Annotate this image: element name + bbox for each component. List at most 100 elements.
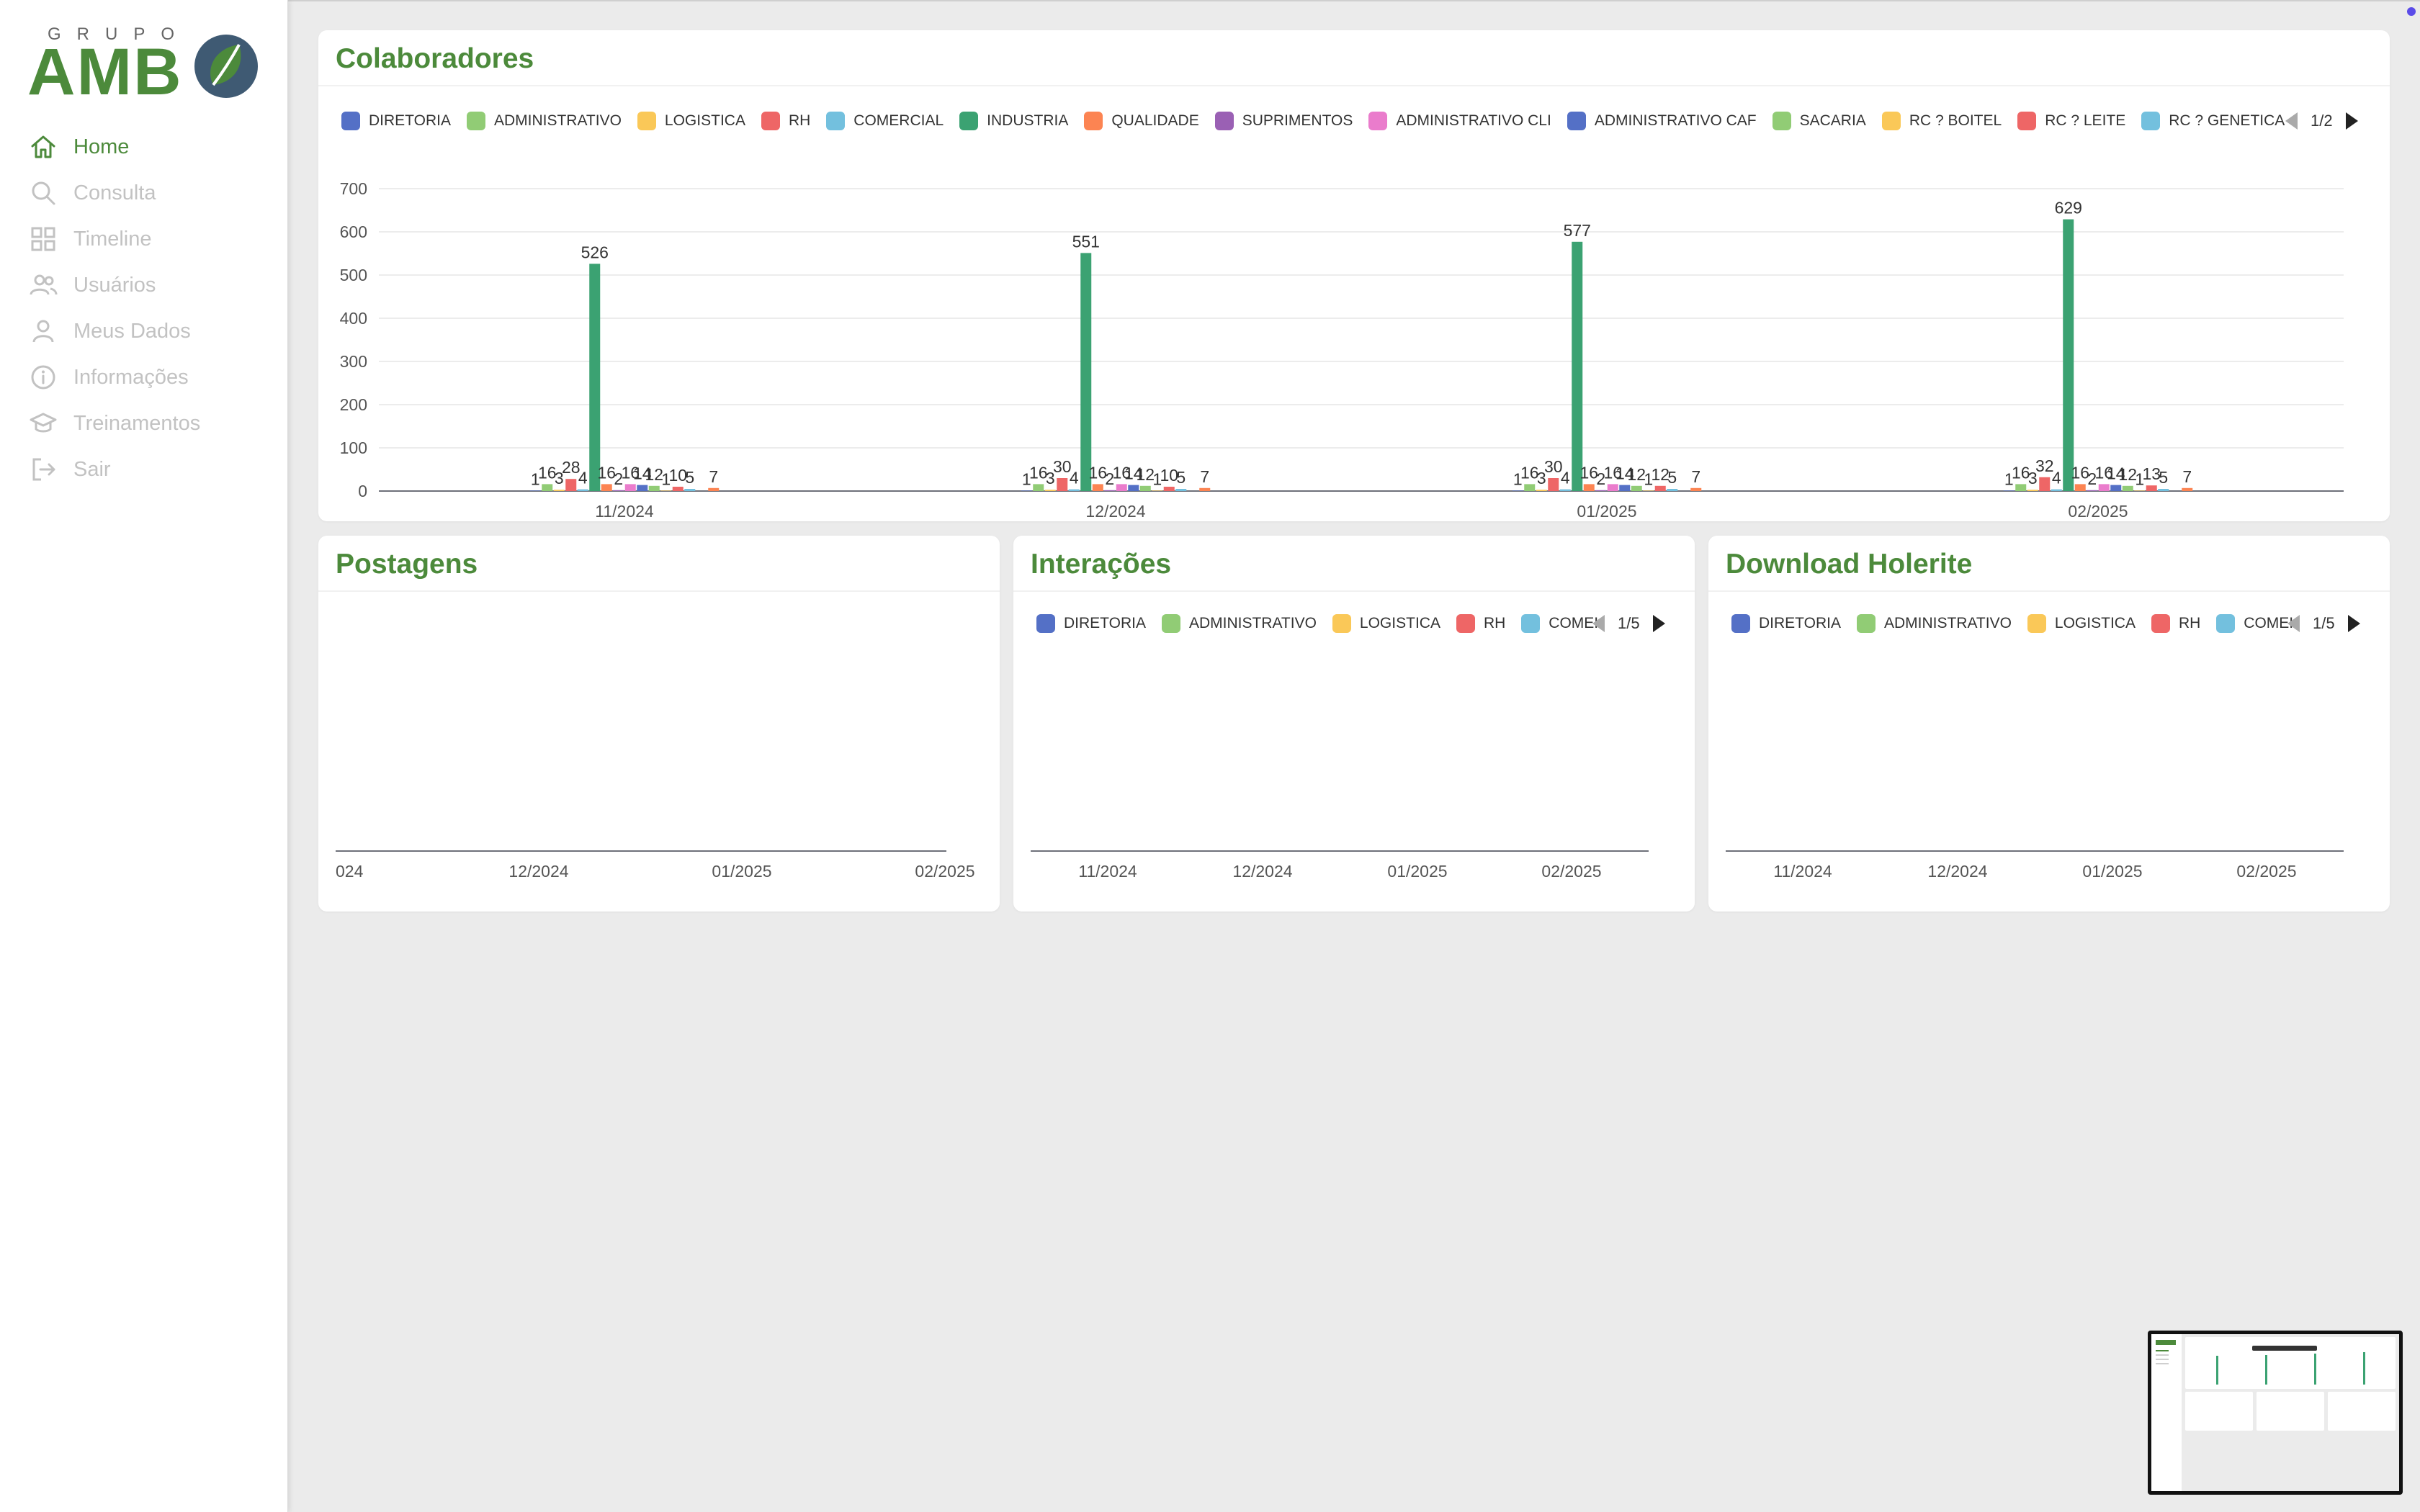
nav-label-consulta: Consulta	[73, 181, 156, 204]
screen-preview-thumbnail[interactable]	[2148, 1331, 2403, 1495]
bar	[2051, 489, 2062, 491]
bar-value-label: 3	[1537, 469, 1546, 487]
legend-label: DIRETORIA	[369, 112, 451, 129]
nav-item-informacoes[interactable]: Informações	[27, 354, 200, 400]
bar	[1619, 485, 1631, 491]
bar-value-label: 5	[2159, 468, 2168, 487]
bar	[1139, 485, 1151, 491]
legend-next-icon[interactable]	[2347, 615, 2360, 632]
legend-item[interactable]: SUPRIMENTOS	[1214, 112, 1353, 130]
postagens-card: Postagens 024 12/2024 01/2025 02/2025	[318, 536, 1000, 912]
legend-item[interactable]: RH	[2151, 614, 2200, 633]
legend-label: LOGISTICA	[664, 112, 745, 129]
bar-value-label: 526	[581, 243, 609, 261]
legend-swatch	[1214, 112, 1234, 130]
legend-item[interactable]: DIRETORIA	[1731, 614, 1841, 633]
bar-value-label: 3	[2028, 469, 2038, 487]
legend-item[interactable]: SACARIA	[1772, 112, 1866, 130]
legend-prev-icon[interactable]	[1592, 615, 1605, 632]
nav-item-treinamentos[interactable]: Treinamentos	[27, 400, 200, 446]
legend-item[interactable]: LOGISTICA	[2027, 614, 2136, 633]
nav-item-sair[interactable]: Sair	[27, 446, 200, 492]
legend-swatch	[1881, 112, 1901, 130]
bar-value-label: 5	[1667, 468, 1677, 487]
interacoes-legend: DIRETORIA ADMINISTRATIVO LOGISTICA RH COMEI	[1036, 609, 1598, 638]
bar	[1643, 490, 1654, 491]
interacoes-title: Interações	[1031, 549, 1172, 580]
nav-item-usuarios[interactable]: Usuários	[27, 262, 200, 308]
nav-label-informacoes: Informações	[73, 365, 189, 389]
legend-item[interactable]: RH	[1456, 614, 1505, 633]
logo-name: AMB	[27, 35, 183, 109]
legend-next-icon[interactable]	[2345, 112, 2358, 130]
legend-item[interactable]: DIRETORIA	[341, 112, 451, 130]
legend-item[interactable]: COMEI	[1521, 614, 1598, 633]
legend-label: INDUSTRIA	[987, 112, 1069, 129]
bar	[529, 490, 541, 491]
interacoes-axis: 11/2024 12/2024 01/2025 02/2025	[1031, 850, 1649, 881]
legend-swatch	[2151, 614, 2170, 633]
bar	[2122, 485, 2133, 491]
info-icon	[27, 361, 59, 393]
legend-label: QUALIDADE	[1111, 112, 1199, 129]
legend-label: SUPRIMENTOS	[1242, 112, 1353, 129]
x-tick-label: 11/2024	[1773, 862, 1832, 881]
nav-item-consulta[interactable]: Consulta	[27, 170, 200, 216]
legend-item[interactable]: ADMINISTRATIVO CAF	[1567, 112, 1757, 130]
bar	[1199, 487, 1211, 491]
legend-item[interactable]: RC ? GENETICA	[2141, 112, 2285, 130]
bar-value-label: 5	[685, 468, 694, 487]
y-tick-label: 100	[340, 438, 367, 457]
bar	[2003, 490, 2015, 491]
legend-item[interactable]: ADMINISTRATIVO CLI	[1368, 112, 1551, 130]
x-tick-label: 01/2025	[712, 862, 771, 881]
main-nav: Home Consulta Timeline Usuários Meus Dad…	[27, 124, 200, 492]
y-tick-label: 500	[340, 266, 367, 284]
legend-prev-icon[interactable]	[2285, 112, 2298, 130]
bar-value-label: 12	[2118, 465, 2137, 484]
legend-item[interactable]: RC ? LEITE	[2017, 112, 2125, 130]
bar	[2146, 485, 2157, 491]
colaboradores-title: Colaboradores	[336, 43, 534, 74]
legend-item[interactable]: COMEI	[2216, 614, 2293, 633]
legend-next-icon[interactable]	[1652, 615, 1665, 632]
bar	[2015, 484, 2027, 491]
bar	[2182, 487, 2193, 491]
x-tick-label: 01/2025	[2082, 862, 2142, 881]
bar-value-label: 16	[2071, 463, 2089, 482]
interacoes-card: Interações DIRETORIA ADMINISTRATIVO LOGIST…	[1013, 536, 1695, 912]
bar-value-label: 14	[1124, 464, 1143, 483]
preview-image	[2151, 1334, 2399, 1491]
legend-item[interactable]: QUALIDADE	[1084, 112, 1199, 130]
bar-value-label: 4	[2052, 469, 2061, 487]
download-holerite-card: Download Holerite DIRETORIA ADMINISTRATIV…	[1708, 536, 2390, 912]
bar-value-label: 2	[1596, 469, 1605, 488]
legend-item[interactable]: LOGISTICA	[1332, 614, 1440, 633]
legend-swatch	[1731, 614, 1750, 633]
legend-item[interactable]: LOGISTICA	[637, 112, 745, 130]
legend-item[interactable]: RH	[761, 112, 810, 130]
card-divider	[318, 85, 2390, 86]
nav-item-timeline[interactable]: Timeline	[27, 216, 200, 262]
legend-item[interactable]: ADMINISTRATIVO	[466, 112, 622, 130]
bar-value-label: 577	[1564, 221, 1591, 240]
bar	[2110, 485, 2122, 491]
legend-item[interactable]: RC ? BOITEL	[1881, 112, 2002, 130]
bar	[565, 479, 577, 491]
legend-prev-icon[interactable]	[2287, 615, 2300, 632]
bar-value-label: 2	[1105, 469, 1114, 488]
legend-label: COMEI	[2244, 615, 2293, 631]
legend-page-number: 1/5	[2313, 614, 2335, 632]
legend-item[interactable]: INDUSTRIA	[959, 112, 1068, 130]
legend-item[interactable]: DIRETORIA	[1036, 614, 1146, 633]
bar	[589, 264, 601, 491]
nav-item-meus-dados[interactable]: Meus Dados	[27, 308, 200, 354]
bar	[1536, 490, 1547, 491]
bar-value-label: 7	[709, 467, 718, 486]
legend-item[interactable]: COMERCIAL	[826, 112, 944, 130]
bar	[637, 485, 648, 491]
nav-item-home[interactable]: Home	[27, 124, 200, 170]
legend-item[interactable]: ADMINISTRATIVO	[1856, 614, 2012, 633]
legend-item[interactable]: ADMINISTRATIVO	[1161, 614, 1317, 633]
bar-value-label: 14	[633, 464, 652, 483]
